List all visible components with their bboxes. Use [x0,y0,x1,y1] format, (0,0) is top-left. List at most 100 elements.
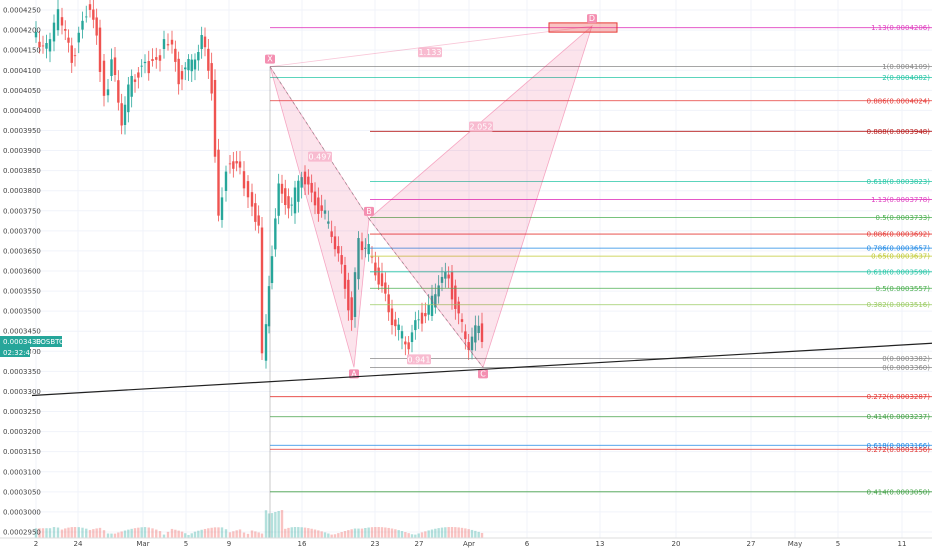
volume-bar [52,527,56,538]
volume-bar [217,527,220,538]
candle-body [203,36,207,48]
volume-bar [193,531,197,538]
candle-body [113,57,117,76]
volume-bar [457,527,460,538]
candle-body [56,9,60,31]
candle-body [437,285,440,297]
candle-body [38,41,41,48]
fib-label: 0.886(0.0004024) [867,97,931,105]
time-axis[interactable]: 2 24 Mar 5 9 16 23 27 Apr 6 13 20 27 May 5 11 [0,537,932,548]
y-tick-label: 0.0002950 [3,528,41,536]
volume-bar [140,527,143,538]
candle-body [228,163,232,165]
volume-bar [430,529,434,538]
candle-body [137,72,140,78]
volume-bar [470,529,474,538]
volume-bar [357,528,360,538]
y-tick-label: 0.0003200 [3,428,41,436]
volume-bar [184,533,187,538]
volume-bar [70,527,73,538]
candle-body [454,285,457,309]
fib-label: 0.272(0.0003156) [867,446,931,454]
volume-bar [197,530,200,538]
volume-bar [330,534,333,538]
volume-bar [440,527,444,538]
fib-label: 0.786(0.0003657) [867,245,931,253]
x-tick-label: 9 [227,540,231,548]
volume-bar [264,510,268,538]
fib-label: 0.886(0.0003692) [867,231,931,239]
volume-bar [370,527,374,538]
volume-bar [384,527,387,538]
candle-body [250,192,254,207]
volume-bar [130,528,133,538]
y-tick-label: 0.0003350 [3,368,41,376]
volume-bar [464,528,467,538]
candle-body [330,231,333,237]
pattern-point-label: A [351,369,357,378]
y-tick-label: 0.0003100 [3,468,41,476]
candle-body [102,60,106,96]
y-tick-label: 0.0003150 [3,448,41,456]
volume-bar [460,527,464,538]
x-tick-label: 11 [898,540,907,548]
y-tick-label: 0.0004000 [3,107,41,115]
pattern-point-marker[interactable] [364,206,374,216]
candle-body [213,79,217,157]
candle-body [143,61,147,64]
trendline[interactable] [31,342,932,397]
candle-body [81,20,84,30]
pattern-xd-diag [269,25,593,68]
y-tick-label: 0.0003550 [3,288,41,296]
pattern-ratio-box [308,151,332,162]
candle-body [162,39,166,50]
volume-bar [162,534,166,538]
volume-bar [340,532,343,538]
volume-bar [48,528,52,538]
x-tick-label: 23 [371,540,380,548]
volume-bar [88,529,92,538]
volume-bar [190,533,193,538]
candle-body [73,55,77,57]
volume-bar [450,527,454,538]
volume-bar [454,527,457,538]
candle-body [464,331,467,340]
pattern-point-marker[interactable] [478,369,488,379]
y-tick-label: 0.0004200 [3,27,41,35]
candle-body [88,4,92,10]
volume-bar [207,528,210,538]
candle-body [41,45,45,47]
pattern-point-marker[interactable] [265,54,275,64]
candle-body [307,176,310,185]
candlestick-series [34,0,484,369]
fib-label: 0.888(0.0003948) [867,128,931,136]
volume-bar [327,533,330,538]
price-axis[interactable]: 0.0004250 0.0004200 0.0004150 0.0004100 0.00… [3,7,41,537]
volume-bar [284,528,287,538]
candle-body [106,89,110,96]
candle-body [417,319,420,321]
pattern-xab[interactable] [269,66,370,368]
candle-body [424,313,427,317]
candle-body [367,244,370,255]
x-tick-label: 13 [596,540,605,548]
candle-body [353,272,357,317]
volume-bar [374,527,377,538]
fib-label: 0.272(0.0003287) [867,393,931,401]
volume-bar [246,533,250,538]
candle-body [207,48,210,71]
volume-bar [187,534,190,538]
pattern-point-marker[interactable] [587,14,597,24]
x-tick-label: Mar [136,540,149,548]
volume-bar [480,532,484,538]
candle-body [92,9,95,20]
pattern-point-label: X [267,55,273,64]
volume-bar [67,527,70,538]
target-zone[interactable] [548,22,618,33]
candle-body [364,247,367,249]
volume-bar [467,529,470,538]
candle-body [224,171,228,191]
candle-body [174,48,177,62]
fib-label: 0.5(0.0003733) [876,214,931,222]
